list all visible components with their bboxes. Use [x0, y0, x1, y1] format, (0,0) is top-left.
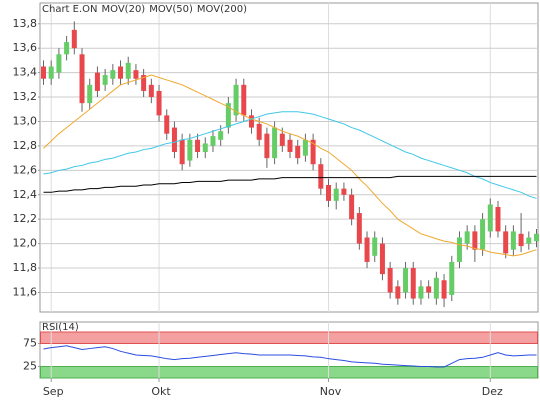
- candle-body: [156, 90, 162, 116]
- legend-entry: MOV(20): [102, 4, 146, 15]
- candle-body: [495, 206, 501, 232]
- candle-body: [326, 184, 332, 201]
- candle-body: [456, 237, 462, 262]
- legend-entry: MOV(50): [149, 4, 193, 15]
- candle-body: [179, 139, 185, 165]
- candle-body: [133, 70, 139, 79]
- y-tick-label: 13,2: [13, 90, 38, 103]
- y-tick-label: 13,0: [13, 114, 38, 127]
- candle-body: [449, 261, 455, 295]
- x-tick-label: Nov: [320, 385, 342, 398]
- candle-body: [279, 133, 285, 146]
- candle-body: [248, 115, 254, 128]
- y-tick-label: 12,6: [13, 163, 38, 176]
- candle-body: [503, 231, 509, 254]
- line-series: [43, 74, 537, 257]
- candle-body: [295, 145, 301, 159]
- y-tick-label: 75: [23, 337, 37, 350]
- candle-body: [225, 103, 231, 128]
- y-tick-label: 25: [23, 360, 37, 373]
- candle-body: [118, 66, 124, 79]
- candle-body: [395, 286, 401, 299]
- candle-body: [418, 286, 424, 299]
- candle-body: [164, 115, 170, 134]
- candle-body: [171, 127, 177, 153]
- candle-body: [464, 231, 470, 244]
- candle-body: [264, 133, 270, 159]
- candle-body: [41, 66, 46, 79]
- candle-body: [426, 286, 432, 293]
- candle-body: [318, 164, 324, 189]
- candle-body: [187, 139, 193, 161]
- y-tick-label: 13,4: [13, 66, 38, 79]
- candle-body: [526, 237, 532, 244]
- line-series: [43, 175, 537, 193]
- candle-body: [287, 139, 293, 153]
- x-tick-label: Okt: [151, 385, 171, 398]
- candle-body: [387, 268, 393, 293]
- candle-body: [102, 75, 108, 85]
- candle-body: [56, 54, 62, 73]
- candle-body: [71, 29, 77, 49]
- candle-body: [480, 219, 486, 250]
- candle-body: [472, 231, 478, 250]
- candle-body: [87, 84, 93, 104]
- candle-body: [148, 84, 154, 98]
- plot-layer: 11,6 11,8 12,0 12,2 12,4 12,6 12,8 13,0 13,2 13,4…: [13, 3, 539, 398]
- rsi-band: [40, 331, 538, 344]
- line-series: [43, 345, 537, 368]
- candle-body: [341, 188, 347, 195]
- candle-body: [233, 84, 239, 116]
- rsi-title: RSI(14): [42, 322, 79, 333]
- main-panel: [39, 2, 539, 313]
- y-tick-label: 12,2: [13, 212, 38, 225]
- y-tick-label: 12,8: [13, 139, 38, 152]
- y-tick-label: 11,6: [13, 285, 38, 298]
- candle-body: [79, 54, 85, 104]
- candle-body: [379, 243, 385, 275]
- candle-body: [241, 84, 247, 116]
- y-tick-label: 13,6: [13, 41, 38, 54]
- candle-body: [195, 139, 201, 153]
- candle-body: [256, 123, 262, 140]
- candle-body: [272, 127, 278, 159]
- candle-body: [510, 231, 516, 250]
- x-tick-label: Sep: [43, 385, 64, 398]
- y-tick-label: 12,0: [13, 237, 38, 250]
- candle-body: [518, 233, 524, 247]
- candle-body: [441, 280, 447, 299]
- x-tick-label: Dez: [482, 385, 503, 398]
- candle-body: [202, 143, 208, 153]
- candle-body: [94, 72, 100, 91]
- candle-body: [218, 131, 224, 140]
- y-tick-label: 12,4: [13, 188, 38, 201]
- y-tick-label: 13,8: [13, 17, 38, 30]
- candle-body: [364, 237, 370, 262]
- candle-body: [410, 268, 416, 299]
- legend-entry: Chart E.ON: [42, 4, 98, 15]
- candle-body: [333, 188, 339, 201]
- candle-body: [302, 139, 308, 156]
- candle-body: [403, 268, 409, 293]
- rsi-band: [40, 366, 538, 379]
- candle-body: [349, 194, 355, 220]
- line-series: [43, 111, 537, 199]
- candle-body: [310, 139, 316, 165]
- y-tick-label: 11,8: [13, 261, 38, 274]
- candle-body: [210, 136, 216, 146]
- candle-body: [487, 204, 493, 232]
- candle-body: [356, 213, 362, 244]
- candle-body: [125, 62, 131, 79]
- legend-entry: MOV(200): [197, 4, 247, 15]
- candle-body: [141, 75, 147, 91]
- candle-body: [48, 66, 54, 79]
- candle-body: [534, 233, 539, 242]
- candle-body: [110, 70, 116, 79]
- candle-body: [372, 237, 378, 256]
- candle-body: [64, 42, 70, 55]
- candle-body: [433, 277, 439, 299]
